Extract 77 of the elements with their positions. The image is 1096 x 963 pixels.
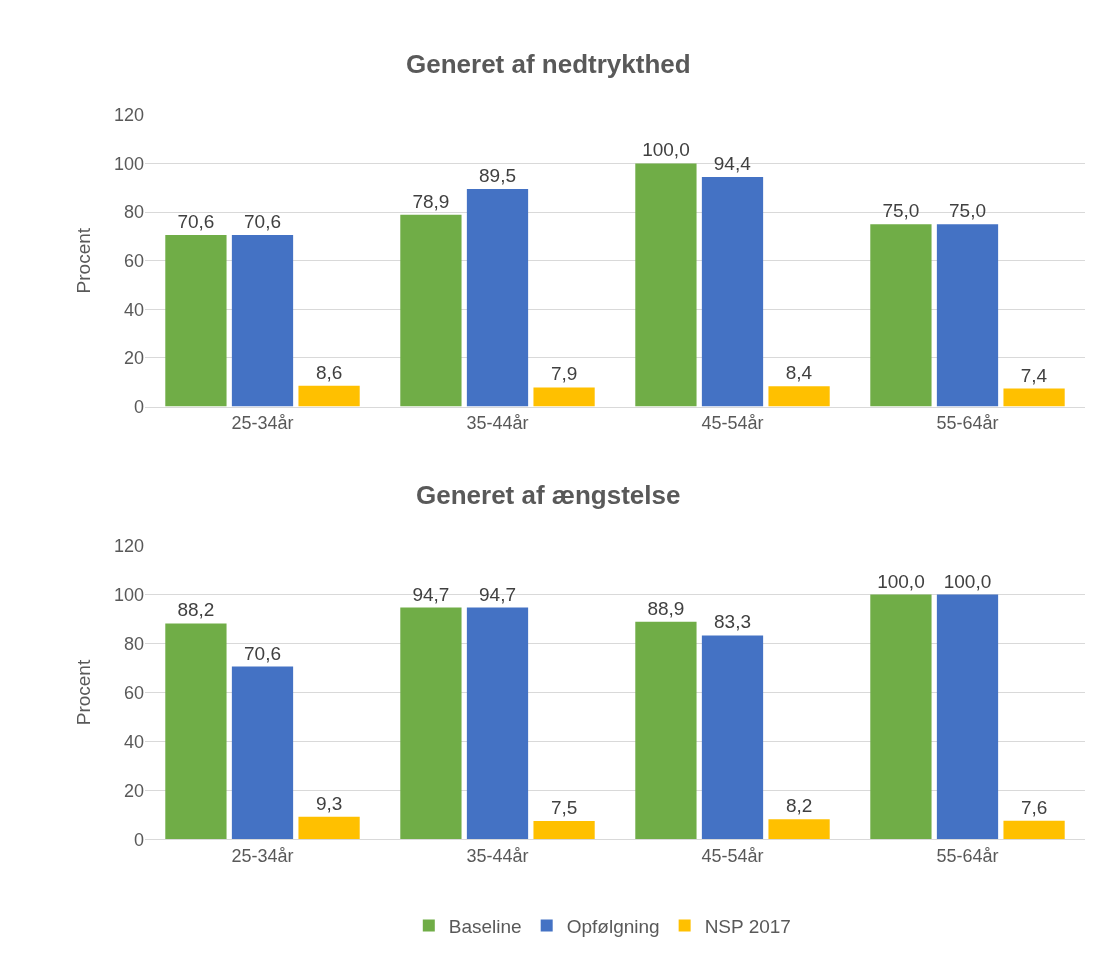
data-label: 100,0	[877, 570, 925, 592]
bar	[635, 163, 697, 407]
y-tick-label: 40	[123, 299, 144, 320]
y-tick-label: 0	[133, 396, 144, 417]
data-label: 83,3	[714, 611, 751, 633]
data-label: 88,2	[177, 599, 215, 621]
data-label: 94,7	[479, 583, 516, 605]
data-label: 70,6	[177, 210, 215, 232]
data-label: 7,4	[1020, 364, 1048, 386]
x-tick-label: 25-34år	[231, 846, 294, 867]
data-label: 9,3	[315, 792, 343, 814]
bar	[298, 385, 360, 407]
data-label: 7,9	[550, 363, 578, 385]
y-tick-label: 80	[123, 202, 144, 223]
bar	[231, 234, 294, 407]
bar	[936, 594, 999, 840]
bar	[701, 177, 764, 407]
bar	[768, 819, 830, 840]
bar	[768, 386, 830, 407]
x-tick-label: 45-54år	[701, 413, 764, 434]
data-label: 75,0	[882, 200, 920, 222]
bar	[400, 607, 462, 840]
data-label: 7,5	[550, 797, 578, 819]
y-tick-label: 100	[113, 153, 144, 174]
y-tick-label: 100	[113, 584, 144, 605]
data-label: 100,0	[943, 570, 992, 592]
bar	[165, 234, 227, 407]
bar	[298, 816, 360, 840]
y-tick-label: 60	[123, 682, 144, 703]
y-tick-label: 80	[123, 633, 144, 654]
bar	[1003, 388, 1065, 407]
bar	[936, 224, 999, 407]
x-tick-label: 45-54år	[701, 846, 764, 867]
data-label: 78,9	[412, 190, 450, 212]
x-tick-label: 35-44år	[466, 413, 529, 434]
bar	[533, 387, 595, 407]
y-tick-label: 20	[123, 348, 144, 369]
legend-label: Baseline	[448, 915, 522, 937]
x-tick-label: 35-44år	[466, 846, 529, 867]
data-label: 8,6	[315, 361, 343, 383]
chart-title: Generet af nedtrykthed	[406, 49, 691, 79]
bar	[231, 666, 294, 840]
bar	[466, 607, 529, 840]
bar	[165, 623, 227, 840]
data-label: 8,2	[785, 795, 813, 817]
data-label: 100,0	[642, 139, 690, 161]
y-tick-label: 60	[123, 250, 144, 271]
y-tick-label: 20	[123, 780, 144, 801]
y-tick-label: 120	[113, 105, 144, 126]
bar	[870, 594, 932, 840]
legend-label: NSP 2017	[704, 915, 791, 937]
data-label: 70,6	[244, 642, 281, 664]
data-label: 7,6	[1020, 796, 1048, 818]
y-axis-title: Procent	[72, 227, 94, 294]
x-tick-label: 55-64år	[936, 846, 999, 867]
data-label: 89,5	[479, 164, 516, 186]
data-label: 8,4	[785, 362, 813, 384]
bar	[533, 821, 595, 840]
bar	[400, 214, 462, 407]
y-tick-label: 120	[113, 535, 144, 556]
data-label: 70,6	[244, 210, 281, 232]
chart-title: Generet af ængstelse	[416, 480, 681, 510]
x-tick-label: 55-64år	[936, 413, 999, 434]
bar	[701, 635, 764, 840]
y-axis-title: Procent	[72, 659, 94, 726]
y-tick-label: 40	[123, 731, 144, 752]
bar	[635, 621, 697, 840]
bar	[870, 224, 932, 407]
legend-label: Opfølgning	[566, 915, 660, 937]
data-label: 94,4	[713, 153, 752, 175]
y-tick-label: 0	[133, 829, 144, 850]
data-label: 88,9	[647, 597, 685, 619]
x-tick-label: 25-34år	[231, 413, 294, 434]
bar	[1003, 820, 1065, 840]
data-label: 75,0	[949, 200, 986, 222]
data-label: 94,7	[412, 583, 450, 605]
bar	[466, 188, 529, 407]
